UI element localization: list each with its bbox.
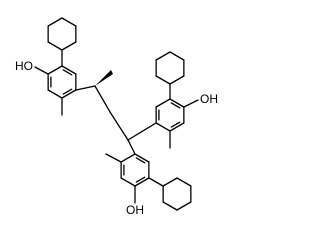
bond xyxy=(134,177,150,187)
bonds xyxy=(34,17,199,211)
bond xyxy=(155,98,171,108)
bond xyxy=(170,102,181,109)
bond xyxy=(105,153,122,163)
bond xyxy=(135,157,146,164)
bond xyxy=(109,111,129,141)
bond xyxy=(135,176,146,183)
bond xyxy=(61,41,77,51)
bond xyxy=(61,65,77,75)
bond xyxy=(170,121,181,128)
bond xyxy=(169,75,185,85)
bond xyxy=(62,88,73,95)
bond xyxy=(176,201,192,211)
bond xyxy=(134,153,150,163)
bond xyxy=(127,122,157,141)
bond xyxy=(155,122,171,132)
hydroxyl-label: OH xyxy=(126,203,144,217)
bond xyxy=(61,89,77,99)
bond xyxy=(47,89,63,99)
bond xyxy=(169,51,185,61)
hydroxyl-label: OH xyxy=(200,92,218,106)
wedge-bond xyxy=(95,70,113,86)
bond xyxy=(120,153,136,163)
bond xyxy=(183,99,199,108)
bond xyxy=(162,177,178,187)
bond xyxy=(47,41,63,51)
bond xyxy=(169,122,185,132)
bond xyxy=(155,75,171,85)
bond xyxy=(94,85,111,113)
bond xyxy=(61,17,77,27)
bond xyxy=(148,177,164,187)
bond xyxy=(169,98,185,108)
bond xyxy=(47,65,63,75)
hydroxyl-label: HO xyxy=(15,59,33,73)
bond xyxy=(47,17,63,27)
bond xyxy=(127,139,136,155)
bond xyxy=(162,201,178,211)
bond xyxy=(75,85,96,91)
bond xyxy=(176,177,192,187)
bond xyxy=(155,51,171,61)
bond xyxy=(120,177,136,187)
bond xyxy=(62,69,73,76)
bond xyxy=(34,66,49,75)
structure-diagram: HO OH OH xyxy=(15,17,218,217)
